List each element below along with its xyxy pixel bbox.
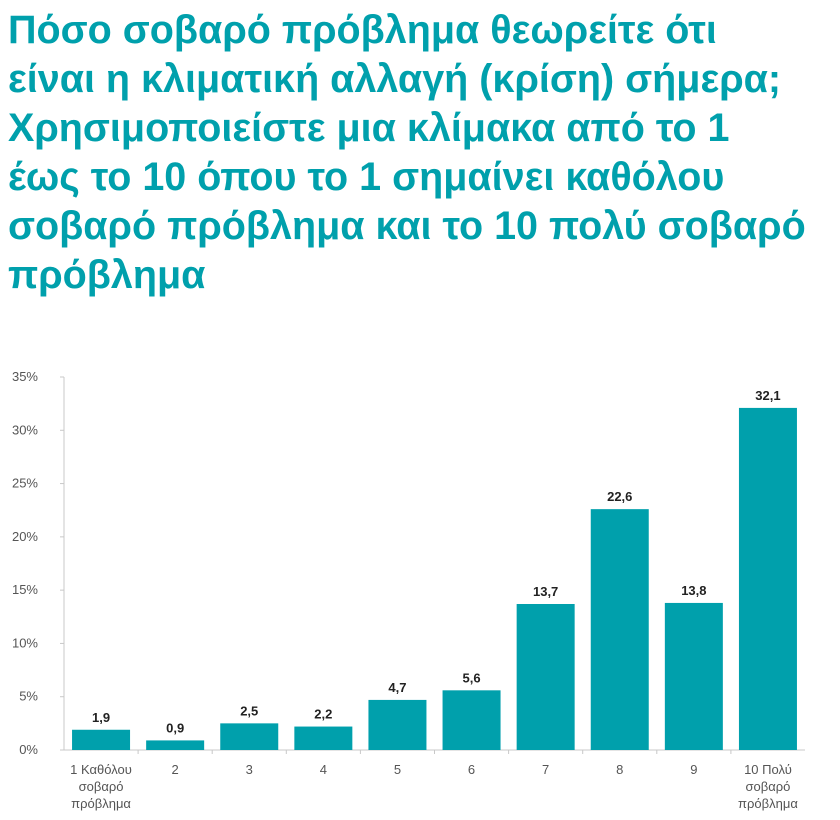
title-line: έως το 10 όπου το 1 σημαίνει καθόλου bbox=[8, 155, 725, 199]
title-line: είναι η κλιματική αλλαγή (κρίση) σήμερα; bbox=[8, 57, 782, 101]
bar bbox=[294, 726, 353, 750]
title-line: πρόβλημα bbox=[8, 253, 206, 297]
y-tick-label: 30% bbox=[12, 422, 38, 437]
data-label: 0,9 bbox=[166, 720, 184, 735]
bar bbox=[146, 740, 205, 750]
data-label: 13,8 bbox=[681, 583, 706, 598]
y-tick-label: 5% bbox=[19, 689, 38, 704]
y-tick-label: 20% bbox=[12, 529, 38, 544]
y-tick-label: 0% bbox=[19, 742, 38, 757]
bar bbox=[590, 509, 649, 750]
x-tick-label: 7 bbox=[542, 762, 549, 777]
data-label: 2,2 bbox=[314, 707, 332, 722]
title-line: σοβαρό πρόβλημα και το 10 πολύ σοβαρό bbox=[8, 204, 806, 248]
y-tick-label: 10% bbox=[12, 635, 38, 650]
x-tick-label: 9 bbox=[690, 762, 697, 777]
y-tick-label: 25% bbox=[12, 476, 38, 491]
data-label: 32,1 bbox=[755, 388, 780, 403]
data-label: 2,5 bbox=[240, 703, 258, 718]
data-label: 13,7 bbox=[533, 584, 558, 599]
chart-labels: 1,9 1 Καθόλου σοβαρό πρόβλημα 0,9 2 2,5 3 2,2 4 4,… bbox=[70, 388, 798, 811]
data-label: 5,6 bbox=[463, 670, 481, 685]
bar bbox=[664, 602, 723, 750]
chart-bars bbox=[72, 407, 797, 750]
bar bbox=[516, 603, 575, 750]
title-line: Πόσο σοβαρό πρόβλημα θεωρείτε ότι bbox=[8, 8, 717, 52]
x-tick-label: 4 bbox=[320, 762, 327, 777]
x-tick-label: 5 bbox=[394, 762, 401, 777]
bar bbox=[738, 407, 797, 750]
data-label: 1,9 bbox=[92, 710, 110, 725]
chart-axes: 0% 5% 10% 15% 20% 25% 30% 35% bbox=[12, 369, 805, 757]
x-tick-label: 8 bbox=[616, 762, 623, 777]
data-label: 22,6 bbox=[607, 489, 632, 504]
x-tick-label: 3 bbox=[246, 762, 253, 777]
bar bbox=[442, 690, 501, 750]
bar bbox=[72, 729, 131, 750]
bar bbox=[220, 723, 279, 750]
x-tick-label: 2 bbox=[172, 762, 179, 777]
bar bbox=[368, 699, 427, 750]
title-line: Χρησιμοποιείστε μια κλίμακα από το 1 bbox=[8, 106, 730, 150]
data-label: 4,7 bbox=[388, 680, 406, 695]
chart-title: Πόσο σοβαρό πρόβλημα θεωρείτε ότι είναι … bbox=[8, 6, 836, 300]
x-tick-label: 10 Πολύ σοβαρό πρόβλημα bbox=[738, 762, 798, 811]
x-tick-label: 6 bbox=[468, 762, 475, 777]
y-tick-label: 35% bbox=[12, 369, 38, 384]
x-tick-label: 1 Καθόλου σοβαρό πρόβλημα bbox=[70, 762, 132, 811]
y-tick-label: 15% bbox=[12, 582, 38, 597]
